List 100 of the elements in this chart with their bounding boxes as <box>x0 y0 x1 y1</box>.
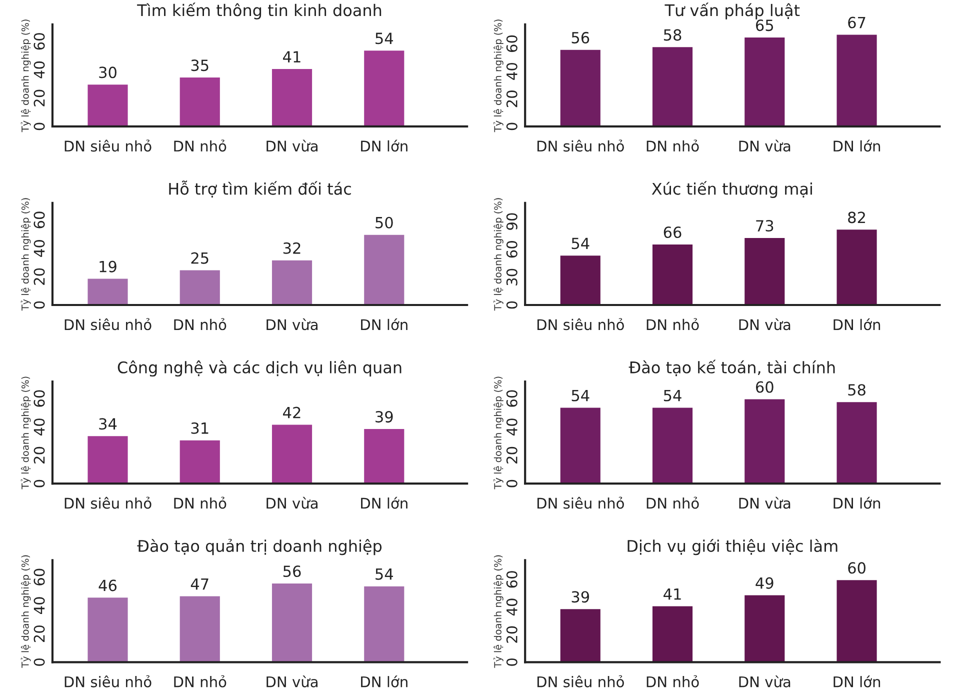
x-tick-label: DN siêu nhỏ <box>537 675 624 688</box>
x-tick-label: DN nhỏ <box>646 496 699 509</box>
data-label: 58 <box>848 384 866 396</box>
x-tick-label: DN siêu nhỏ <box>64 496 152 509</box>
bar <box>835 400 878 484</box>
data-label: 56 <box>572 32 590 44</box>
y-tick-label: 40 <box>34 240 45 257</box>
data-label: 66 <box>664 226 682 238</box>
y-tick-label: 0 <box>34 658 45 666</box>
chart-title: Đào tạo kế toán, tài chính <box>628 360 835 376</box>
bar <box>86 434 130 484</box>
data-label: 54 <box>664 390 682 402</box>
y-tick-label: 40 <box>34 61 45 78</box>
y-tick-label: 0 <box>506 480 518 488</box>
y-axis-title: Tỷ lệ doanh nghiệp (%) <box>493 20 504 132</box>
data-label: 82 <box>848 212 865 224</box>
bar <box>651 243 694 306</box>
x-tick-label: DN vừa <box>739 675 790 688</box>
bar <box>835 33 878 126</box>
data-label: 30 <box>99 66 116 78</box>
y-tick-label: 0 <box>34 301 45 309</box>
x-tick-label: DN lớn <box>361 675 408 688</box>
y-tick-label: 60 <box>506 241 518 258</box>
data-label: 41 <box>664 588 681 600</box>
x-tick-label: DN nhỏ <box>174 675 226 688</box>
y-axis-title: Tỷ lệ doanh nghiệp (%) <box>493 198 504 311</box>
x-tick-label: DN vừa <box>266 140 318 152</box>
data-label: 50 <box>376 216 393 228</box>
data-label: 67 <box>848 16 866 28</box>
bar <box>270 258 314 306</box>
y-tick-label: 0 <box>506 658 518 666</box>
data-label: 39 <box>572 591 590 603</box>
x-tick-label: DN vừa <box>739 496 790 509</box>
x-tick-label: DN lớn <box>834 496 880 509</box>
y-tick-label: 60 <box>506 390 518 407</box>
data-label: 54 <box>572 238 590 250</box>
bar <box>86 277 130 306</box>
x-tick-label: DN vừa <box>739 140 790 152</box>
y-axis-title: Tỷ lệ doanh nghiệp (%) <box>493 555 504 668</box>
chart-title: Hỗ trợ tìm kiếm đối tác <box>169 180 351 198</box>
y-tick-label: 60 <box>506 571 518 588</box>
bar <box>86 596 130 662</box>
data-label: 65 <box>756 20 774 32</box>
bar <box>270 68 314 126</box>
data-label: 73 <box>756 220 774 232</box>
bar <box>362 584 406 662</box>
x-tick-label: DN vừa <box>266 675 318 688</box>
y-tick-label: 0 <box>34 480 45 488</box>
y-tick-label: 60 <box>34 212 45 228</box>
x-tick-label: DN lớn <box>834 675 880 688</box>
data-label: 25 <box>191 252 208 264</box>
y-axis-title: Tỷ lệ doanh nghiệp (%) <box>20 198 31 311</box>
data-label: 31 <box>191 422 208 434</box>
x-tick-label: DN siêu nhỏ <box>64 140 152 152</box>
data-label: 19 <box>100 260 116 272</box>
y-tick-label: 60 <box>34 568 45 586</box>
y-tick-label: 90 <box>506 213 518 230</box>
y-tick-label: 20 <box>34 446 45 464</box>
y-axis-title: Tỷ lệ doanh nghiệp (%) <box>20 20 31 132</box>
x-tick-label: DN nhỏ <box>646 675 699 688</box>
y-tick-label: 40 <box>34 597 45 614</box>
bar <box>362 49 406 126</box>
bar <box>651 406 694 484</box>
x-tick-label: DN lớn <box>834 140 880 152</box>
bar <box>743 594 786 662</box>
x-tick-label: DN siêu nhỏ <box>537 140 624 152</box>
y-tick-label: 40 <box>506 418 518 436</box>
x-tick-label: DN nhỏ <box>646 140 699 152</box>
x-tick-label: DN lớn <box>361 140 408 152</box>
chart-title: Công nghệ và các dịch vụ liên quan <box>118 360 402 377</box>
data-label: 49 <box>756 577 774 589</box>
bar <box>362 233 406 306</box>
y-axis-title: Tỷ lệ doanh nghiệp (%) <box>20 376 31 490</box>
data-label: 60 <box>756 381 774 393</box>
x-tick-label: DN siêu nhỏ <box>537 496 624 509</box>
bar <box>743 36 786 126</box>
bar <box>362 428 406 484</box>
y-tick-label: 40 <box>34 418 45 436</box>
y-tick-label: 20 <box>34 90 45 106</box>
data-label: 41 <box>283 51 300 62</box>
y-tick-label: 60 <box>506 35 518 52</box>
y-tick-label: 60 <box>34 390 45 407</box>
data-label: 47 <box>190 578 208 590</box>
y-tick-label: 20 <box>506 626 518 643</box>
bar <box>651 46 694 126</box>
data-label: 58 <box>664 29 682 41</box>
bar <box>86 83 130 126</box>
bar <box>558 48 602 126</box>
data-label: 42 <box>283 406 300 418</box>
x-tick-label: DN lớn <box>834 318 880 330</box>
x-tick-label: DN siêu nhỏ <box>64 318 152 330</box>
data-label: 54 <box>376 568 394 580</box>
y-axis-title: Tỷ lệ doanh nghiệp (%) <box>493 376 504 490</box>
y-tick-label: 20 <box>506 90 518 108</box>
data-label: 32 <box>283 242 300 254</box>
y-tick-label: 60 <box>34 33 45 50</box>
y-tick-label: 20 <box>506 446 518 464</box>
x-tick-label: DN nhỏ <box>174 496 226 509</box>
x-tick-label: DN siêu nhỏ <box>64 675 152 688</box>
bar <box>178 268 222 306</box>
